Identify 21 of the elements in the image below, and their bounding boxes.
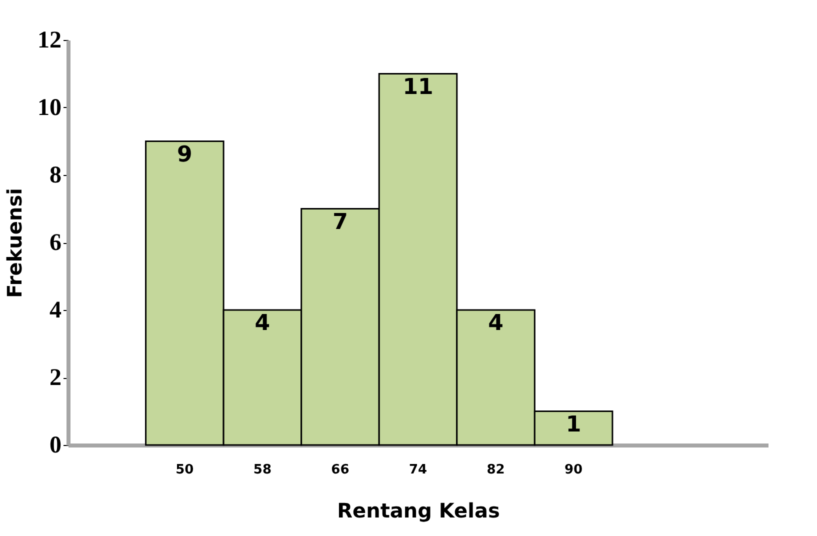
x-tick-label: 74 <box>408 462 428 478</box>
x-tick-label: 90 <box>564 462 583 478</box>
data-label: 7 <box>332 210 348 235</box>
data-label: 11 <box>402 74 434 100</box>
x-tick-label: 58 <box>253 462 272 478</box>
x-tick-label: 66 <box>331 462 350 478</box>
y-tick-label: 6 <box>50 230 62 256</box>
x-tick-label: 50 <box>176 462 194 478</box>
x-axis-title: Rentang Kelas <box>337 498 500 522</box>
data-label: 1 <box>566 412 582 438</box>
data-label: 9 <box>177 142 192 168</box>
y-tick-label: 8 <box>50 162 62 188</box>
data-label: 4 <box>254 311 270 336</box>
y-tick-label: 12 <box>38 28 62 54</box>
y-axis-title: Frekuensi <box>2 188 26 298</box>
x-tick-label: 82 <box>486 462 505 478</box>
y-tick-label: 0 <box>50 432 62 458</box>
y-tick-label: 4 <box>50 298 62 324</box>
y-tick-label: 10 <box>38 95 62 121</box>
data-label: 4 <box>488 311 504 336</box>
y-tick-label: 2 <box>50 365 62 391</box>
